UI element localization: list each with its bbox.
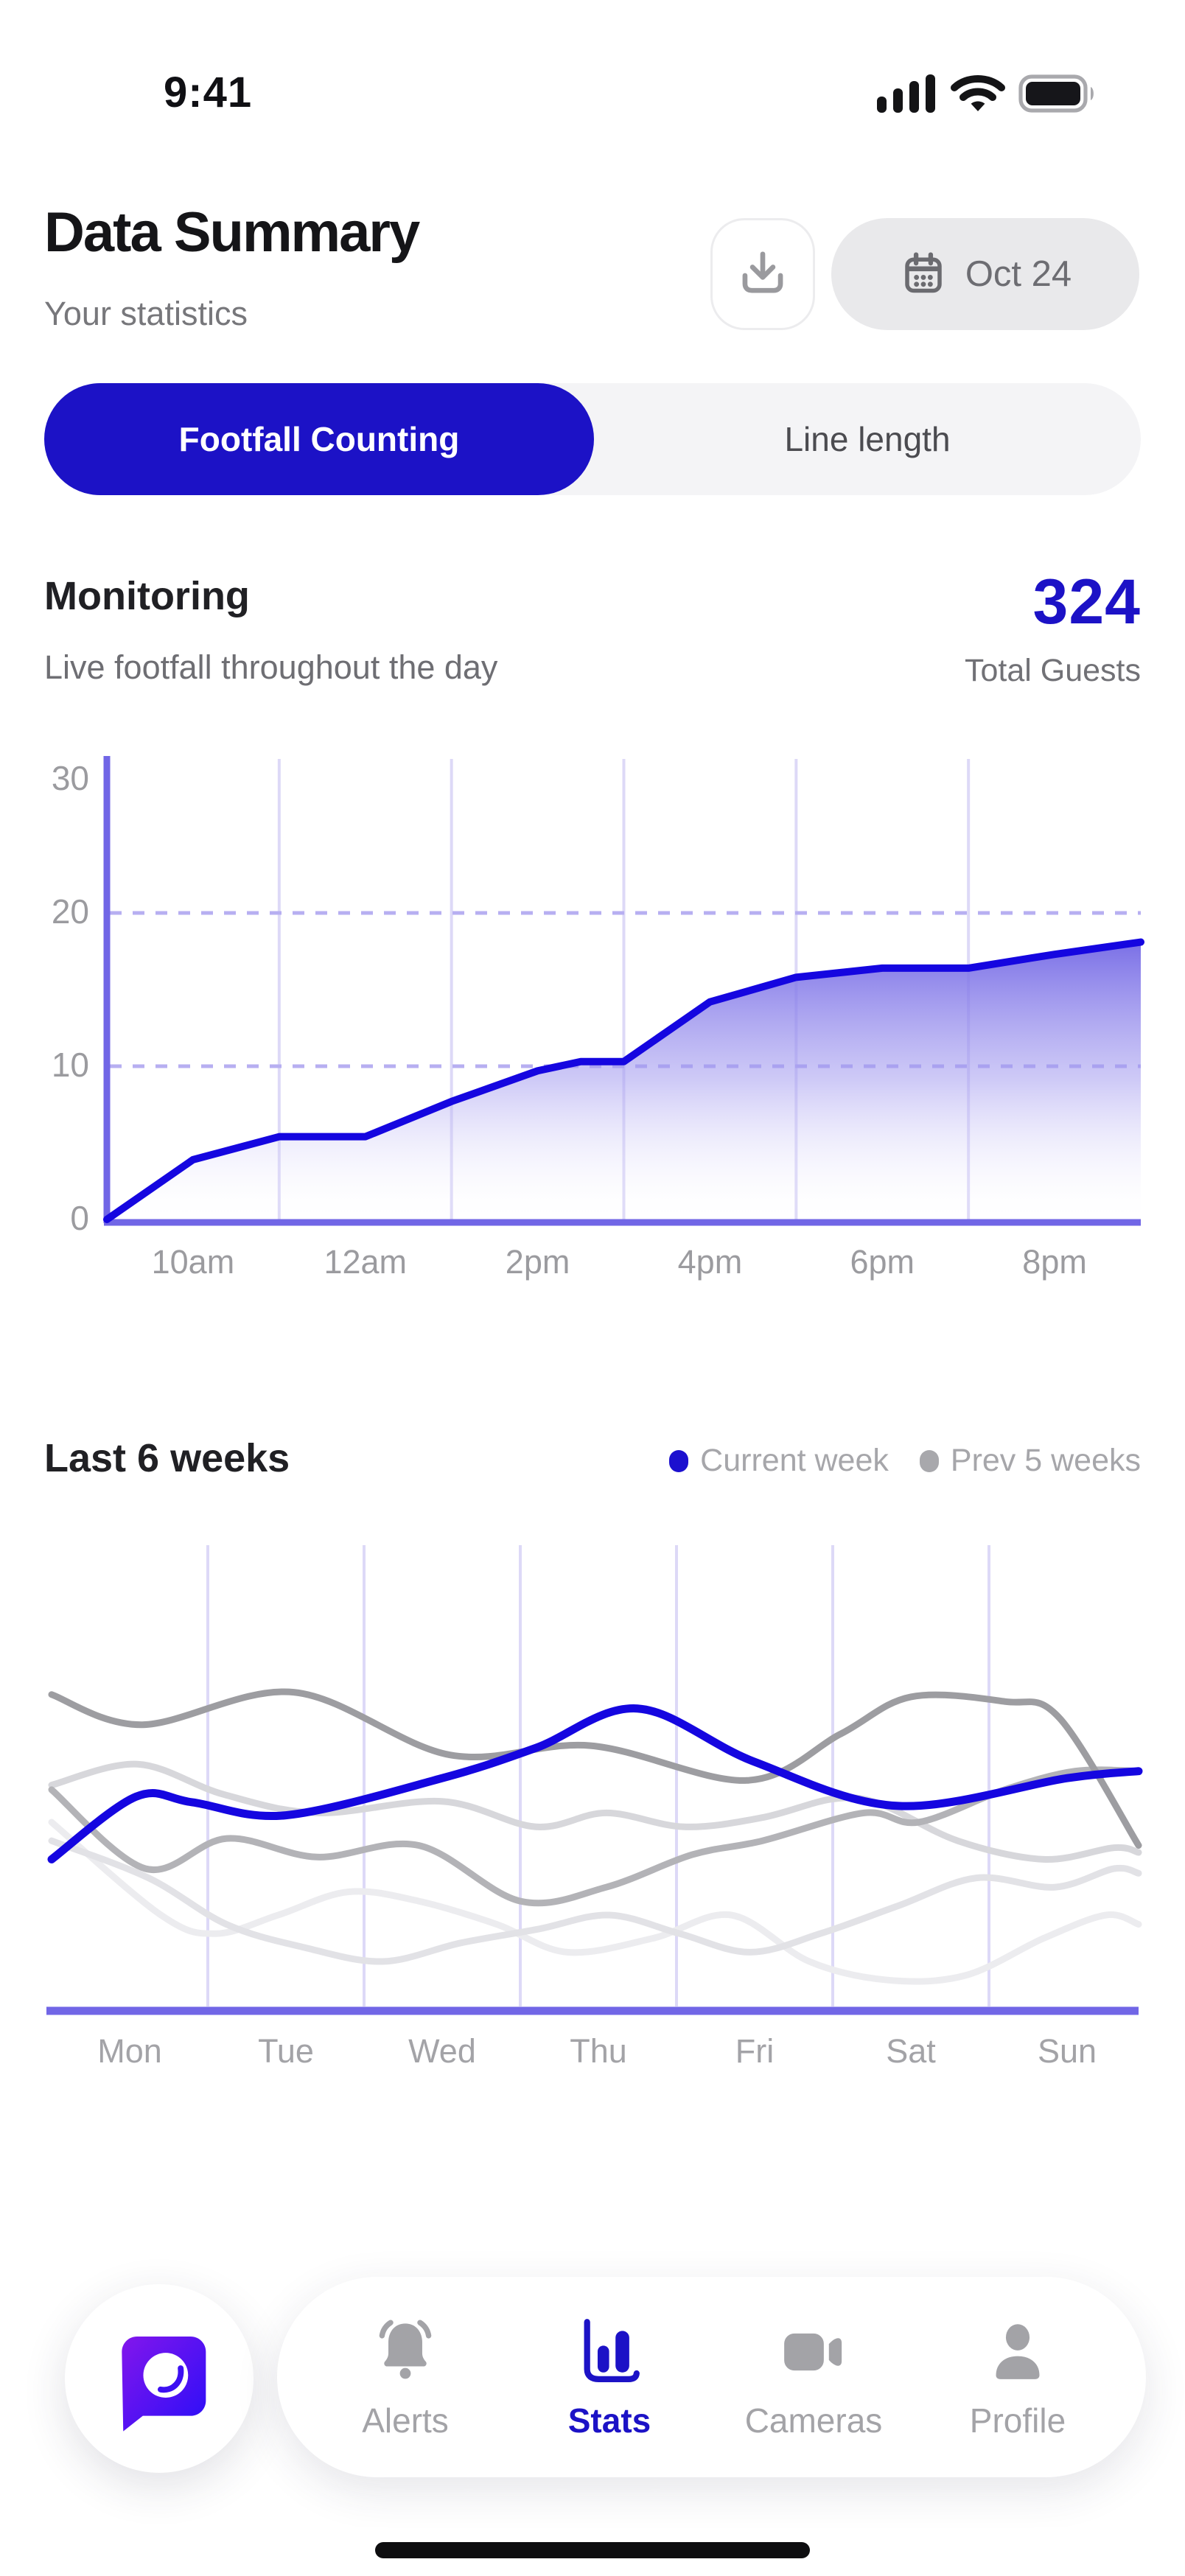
wifi-icon: [951, 74, 1005, 113]
bell-icon: [367, 2314, 444, 2390]
svg-text:Tue: Tue: [258, 2032, 314, 2070]
battery-icon: [1018, 74, 1098, 113]
footfall-area-chart: 0 10 20 30 10am 12am 2pm 4pm 6pm 8pm: [41, 750, 1144, 1299]
svg-text:6pm: 6pm: [850, 1243, 915, 1281]
tab-line-length[interactable]: Line length: [594, 383, 1141, 495]
svg-text:10am: 10am: [152, 1243, 235, 1281]
date-picker-button[interactable]: Oct 24: [831, 218, 1139, 330]
nav-label-profile: Profile: [969, 2401, 1066, 2440]
nav-item-cameras[interactable]: Cameras: [712, 2314, 916, 2440]
svg-text:4pm: 4pm: [678, 1243, 743, 1281]
bar-chart-icon: [571, 2314, 648, 2390]
svg-text:8pm: 8pm: [1022, 1243, 1087, 1281]
area-chart-svg: 0 10 20 30 10am 12am 2pm 4pm 6pm 8pm: [52, 756, 1144, 1281]
page-title: Data Summary: [44, 201, 420, 264]
total-guests-value: 324: [1032, 567, 1141, 637]
app-logo-icon: [103, 2323, 215, 2435]
svg-text:10: 10: [52, 1046, 89, 1084]
tab-footfall-counting[interactable]: Footfall Counting: [44, 383, 594, 495]
svg-text:12am: 12am: [324, 1243, 407, 1281]
chat-fab-button[interactable]: [65, 2284, 254, 2473]
chart-legend: Current week Prev 5 weeks: [669, 1443, 1141, 1479]
nav-item-alerts[interactable]: Alerts: [304, 2314, 508, 2440]
total-guests-label: Total Guests: [965, 653, 1141, 688]
status-icons: [877, 74, 1098, 113]
line-chart-svg: Mon Tue Wed Thu Fri Sat Sun: [46, 1545, 1143, 2070]
weekly-line-chart: Mon Tue Wed Thu Fri Sat Sun: [0, 1542, 1185, 2080]
legend-current-label: Current week: [700, 1443, 889, 1478]
monitoring-subheading: Live footfall throughout the day: [44, 648, 498, 686]
person-icon: [979, 2314, 1056, 2390]
last-6-weeks-heading: Last 6 weeks: [44, 1436, 290, 1480]
date-label: Oct 24: [965, 254, 1072, 294]
page-subtitle: Your statistics: [44, 295, 248, 332]
nav-label-stats: Stats: [567, 2401, 651, 2440]
svg-text:Wed: Wed: [408, 2032, 476, 2070]
tab-line-length-label: Line length: [784, 420, 951, 458]
download-button[interactable]: [710, 218, 815, 330]
nav-item-stats[interactable]: Stats: [508, 2314, 712, 2440]
bottom-nav: Alerts Stats Cameras Profile: [277, 2277, 1146, 2477]
svg-text:Sat: Sat: [886, 2032, 936, 2070]
monitoring-heading: Monitoring: [44, 574, 250, 618]
nav-label-alerts: Alerts: [362, 2401, 449, 2440]
svg-text:20: 20: [52, 892, 89, 931]
tab-footfall-label: Footfall Counting: [178, 420, 460, 458]
legend-dot-prev: [919, 1449, 939, 1472]
svg-text:2pm: 2pm: [506, 1243, 570, 1281]
svg-text:Thu: Thu: [570, 2032, 627, 2070]
legend-prev-label: Prev 5 weeks: [950, 1443, 1141, 1478]
legend-prev-weeks: Prev 5 weeks: [919, 1443, 1141, 1479]
legend-current-week: Current week: [669, 1443, 889, 1479]
nav-label-cameras: Cameras: [744, 2401, 883, 2440]
home-indicator[interactable]: [375, 2542, 810, 2558]
nav-item-profile[interactable]: Profile: [916, 2314, 1120, 2440]
svg-text:Sun: Sun: [1038, 2032, 1097, 2070]
status-time: 9:41: [164, 69, 253, 116]
svg-text:Fri: Fri: [735, 2032, 774, 2070]
calendar-icon: [899, 250, 948, 298]
download-icon: [735, 246, 791, 302]
svg-text:Mon: Mon: [97, 2032, 162, 2070]
svg-text:0: 0: [70, 1199, 89, 1237]
video-camera-icon: [775, 2314, 852, 2390]
svg-text:30: 30: [52, 759, 89, 797]
signal-icon: [877, 74, 937, 113]
legend-dot-current: [669, 1449, 689, 1472]
